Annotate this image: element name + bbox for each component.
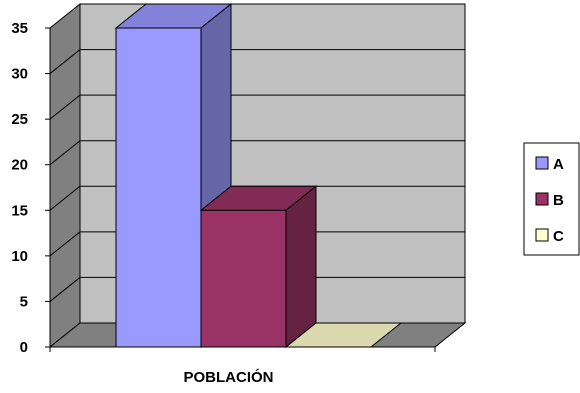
x-tick-labels: POBLACIÓN (184, 368, 274, 386)
legend-swatch-a (535, 156, 549, 170)
legend-label-a: A (553, 156, 564, 173)
legend: A B C (523, 142, 580, 256)
y-tick-label: 35 (11, 20, 28, 37)
axes (45, 27, 436, 352)
y-tick-label: 10 (11, 248, 28, 265)
x-category-label: POBLACIÓN (184, 368, 274, 386)
legend-swatch-c (535, 228, 549, 242)
y-tick-labels: 0 5 10 15 20 25 30 35 (11, 20, 28, 356)
gridline (49, 276, 465, 302)
legend-swatch-b (535, 192, 549, 206)
legend-label-b: B (553, 192, 564, 209)
bars (114, 2, 403, 349)
gridline (49, 185, 465, 211)
legend-box (523, 142, 580, 256)
bar-front-a (115, 27, 202, 348)
gridline (49, 231, 465, 257)
y-tick-label: 15 (11, 202, 28, 219)
bar-front-b (200, 209, 287, 348)
gridlines (49, 49, 465, 302)
y-tick-label: 0 (20, 339, 28, 356)
gridline (49, 49, 465, 74)
y-tick-label: 25 (11, 111, 28, 128)
gridline (49, 94, 465, 120)
bar-b (199, 185, 318, 349)
side-wall (49, 2, 81, 349)
legend-label-c: C (553, 228, 564, 245)
y-tick-label: 30 (11, 66, 28, 83)
y-tick-label: 5 (20, 293, 28, 310)
bar-side-b (285, 185, 317, 349)
gridline (49, 140, 465, 166)
y-tick-label: 20 (11, 157, 28, 174)
